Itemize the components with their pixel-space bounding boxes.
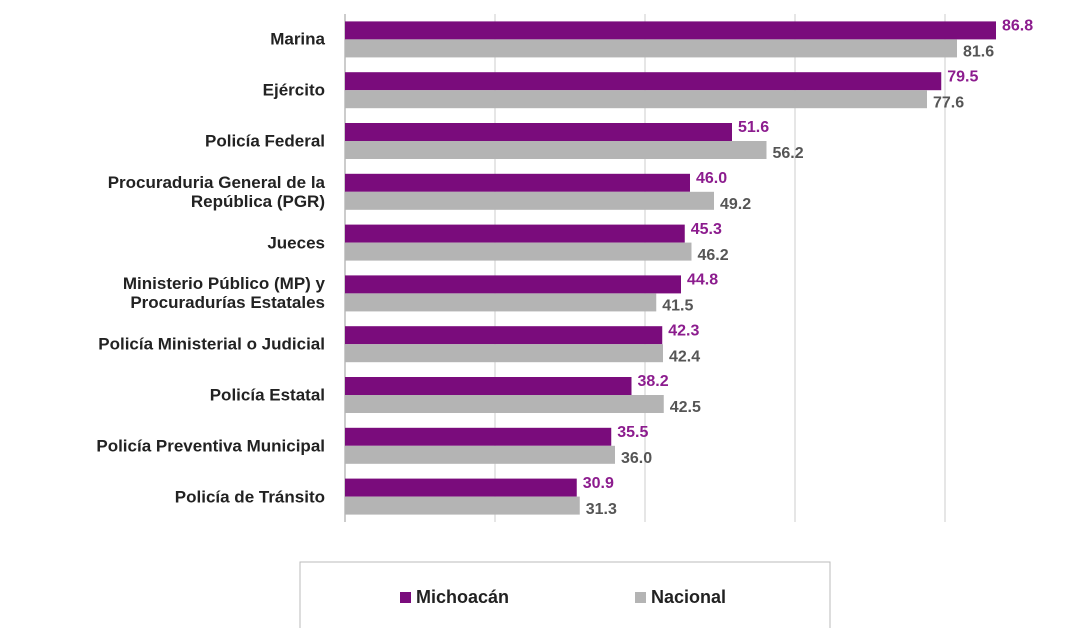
value-label: 46.0	[696, 170, 727, 187]
value-label: 86.8	[1002, 18, 1033, 35]
bar	[345, 90, 927, 109]
value-label: 51.6	[738, 119, 769, 136]
category-label: Policía Estatal	[209, 385, 325, 405]
value-label: 31.3	[586, 501, 617, 518]
value-label: 41.5	[662, 298, 693, 315]
bar	[345, 173, 690, 192]
category-label: Marina	[270, 29, 325, 49]
bar	[345, 445, 615, 464]
bar	[345, 275, 681, 294]
category-label: Policía de Tránsito	[174, 487, 325, 507]
value-label: 79.5	[947, 68, 978, 85]
bar	[345, 395, 664, 413]
value-label: 45.3	[691, 221, 722, 238]
legend-swatch	[400, 592, 411, 603]
value-label: 56.2	[773, 145, 804, 162]
value-label: 46.2	[698, 247, 729, 264]
bar	[345, 123, 732, 141]
bar	[345, 72, 942, 91]
bar	[345, 224, 685, 243]
value-label: 44.8	[687, 272, 718, 289]
value-label: 42.3	[668, 322, 699, 339]
value-label: 49.2	[720, 196, 751, 213]
value-label: 77.6	[933, 94, 964, 111]
bar	[345, 478, 577, 497]
category-label: Policía Preventiva Municipal	[96, 436, 325, 456]
value-label: 30.9	[583, 475, 614, 492]
value-label: 42.5	[670, 399, 701, 416]
bar	[345, 21, 996, 40]
value-label: 42.4	[669, 348, 700, 365]
legend-swatch	[635, 592, 646, 603]
value-label: 36.0	[621, 450, 652, 467]
legend-label: Nacional	[651, 587, 726, 607]
bar	[345, 242, 692, 261]
bar	[345, 496, 580, 515]
bar	[345, 427, 612, 446]
value-label: 38.2	[638, 373, 669, 390]
value-label: 81.6	[963, 44, 994, 61]
bar	[345, 191, 714, 210]
category-label: Policía Federal	[205, 131, 325, 151]
category-label: Ministerio Público (MP) y Procuradurías …	[122, 274, 325, 313]
value-label: 35.5	[617, 424, 648, 441]
category-label: Jueces	[267, 233, 325, 253]
category-label: Procuraduria General de la República (PG…	[107, 172, 325, 211]
bar	[345, 344, 663, 363]
bar	[345, 326, 663, 345]
bar	[345, 141, 767, 159]
category-label: Policía Ministerial o Judicial	[98, 334, 325, 354]
bar	[345, 39, 957, 58]
bar	[345, 377, 632, 395]
legend-box	[299, 561, 831, 628]
category-label: Ejército	[262, 80, 325, 100]
bar	[345, 293, 657, 312]
legend-label: Michoacán	[416, 587, 509, 607]
